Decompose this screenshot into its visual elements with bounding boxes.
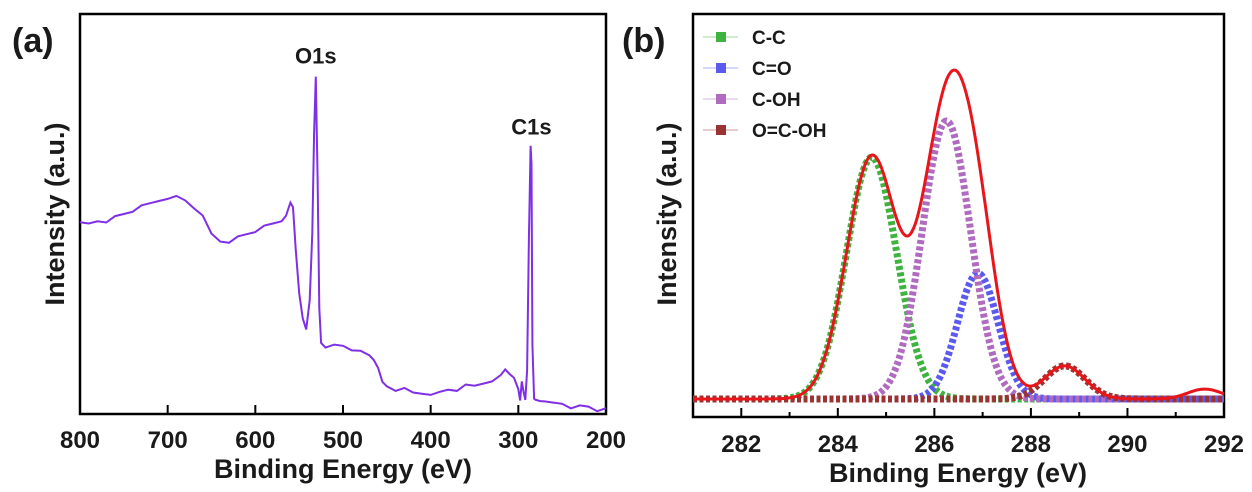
panel-a-peak-label: O1s <box>295 43 337 68</box>
panel-b-x-tick-label: 288 <box>1011 431 1051 458</box>
legend-label: C-OH <box>752 90 801 111</box>
panel-b: (b) 282 284 286 288 290 292 C-CC=OC-OHO=C-OH … <box>622 12 1244 488</box>
panel-a-x-tick-label: 400 <box>411 427 451 454</box>
panel-b-label: (b) <box>622 22 665 60</box>
panel-b-x-axis-title: Binding Energy (eV) <box>829 458 1087 488</box>
panel-b-y-axis-title: Intensity (a.u.) <box>652 122 682 305</box>
panel-b-x-tick-label: 290 <box>1107 431 1147 458</box>
panel-b-x-tick-labels: 282 284 286 288 290 292 <box>721 431 1244 458</box>
legend-marker <box>716 125 726 135</box>
panel-b-component-c-oh <box>693 117 1224 403</box>
panel-b-component-o-c-oh <box>693 362 1224 403</box>
panel-b-component-c-c <box>693 153 1224 403</box>
panel-a-x-tick-label: 600 <box>235 427 275 454</box>
legend-marker <box>716 32 726 42</box>
panel-a-x-tick-label: 700 <box>148 427 188 454</box>
legend-label: O=C-OH <box>752 121 826 142</box>
panel-b-x-tick-label: 286 <box>914 431 954 458</box>
legend-label: C-C <box>752 28 786 49</box>
panel-a-peak-labels: O1s C1s <box>295 43 552 139</box>
panel-b-x-ticks <box>692 408 1225 417</box>
panel-a-x-ticks <box>79 405 607 414</box>
legend-marker <box>716 63 726 73</box>
panel-a-x-tick-labels: 800 700 600 500 400 300 200 <box>60 427 626 454</box>
panel-a-peak-label: C1s <box>511 114 551 139</box>
panel-a-x-tick-label: 500 <box>323 427 363 454</box>
panel-a-y-axis-title: Intensity (a.u.) <box>40 122 70 305</box>
panel-a-spectrum-line <box>79 76 607 413</box>
panel-a-x-tick-label: 300 <box>498 427 538 454</box>
panel-b-envelope-line <box>693 68 1225 401</box>
panel-b-x-tick-label: 282 <box>721 431 761 458</box>
panel-b-x-tick-label: 284 <box>818 431 859 458</box>
panel-a-x-tick-label: 200 <box>586 427 626 454</box>
panel-b-x-tick-label: 292 <box>1204 431 1244 458</box>
panel-b-component-c-o <box>693 269 1224 403</box>
panel-a: (a) 800 700 600 500 400 300 200 O1s C1s Binding… <box>12 12 626 484</box>
panel-a-label: (a) <box>12 22 54 60</box>
panel-a-x-axis-title: Binding Energy (eV) <box>214 454 472 484</box>
panel-b-legend: C-C C=O C-OH O=C-OH <box>703 28 826 142</box>
panel-b-plot-frame <box>691 12 1226 419</box>
legend-marker <box>716 94 726 104</box>
legend-label: C=O <box>752 59 792 80</box>
panel-b-components <box>693 117 1224 403</box>
panel-a-x-tick-label: 800 <box>60 427 100 454</box>
